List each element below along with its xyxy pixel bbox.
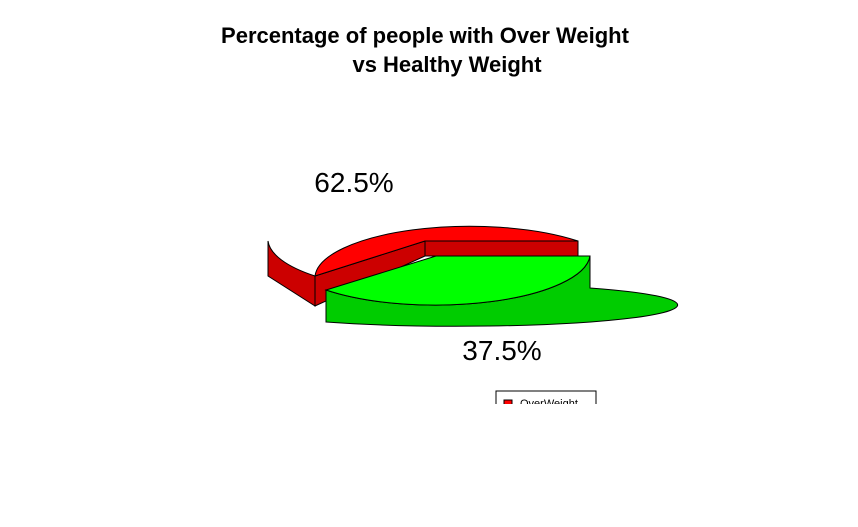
slice-label-healthy: 37.5% (462, 335, 541, 366)
chart-title-line-1: Percentage of people with Over Weight (221, 23, 630, 48)
slice-healthy-top (324, 255, 591, 306)
pie-slice-healthy (324, 255, 679, 327)
slice-overweight-side-left (267, 240, 316, 307)
legend-box (495, 390, 597, 404)
slice-overweight-top (314, 225, 579, 277)
chart-title-line-2: vs Healthy Weight (352, 52, 542, 77)
slice-label-overweight: 62.5% (314, 167, 393, 198)
legend-entry-overweight: OverWeight (520, 398, 578, 410)
legend-swatch-overweight (503, 399, 513, 404)
slice-overweight-side-right (424, 240, 579, 257)
legend: OverWeight (495, 390, 597, 410)
